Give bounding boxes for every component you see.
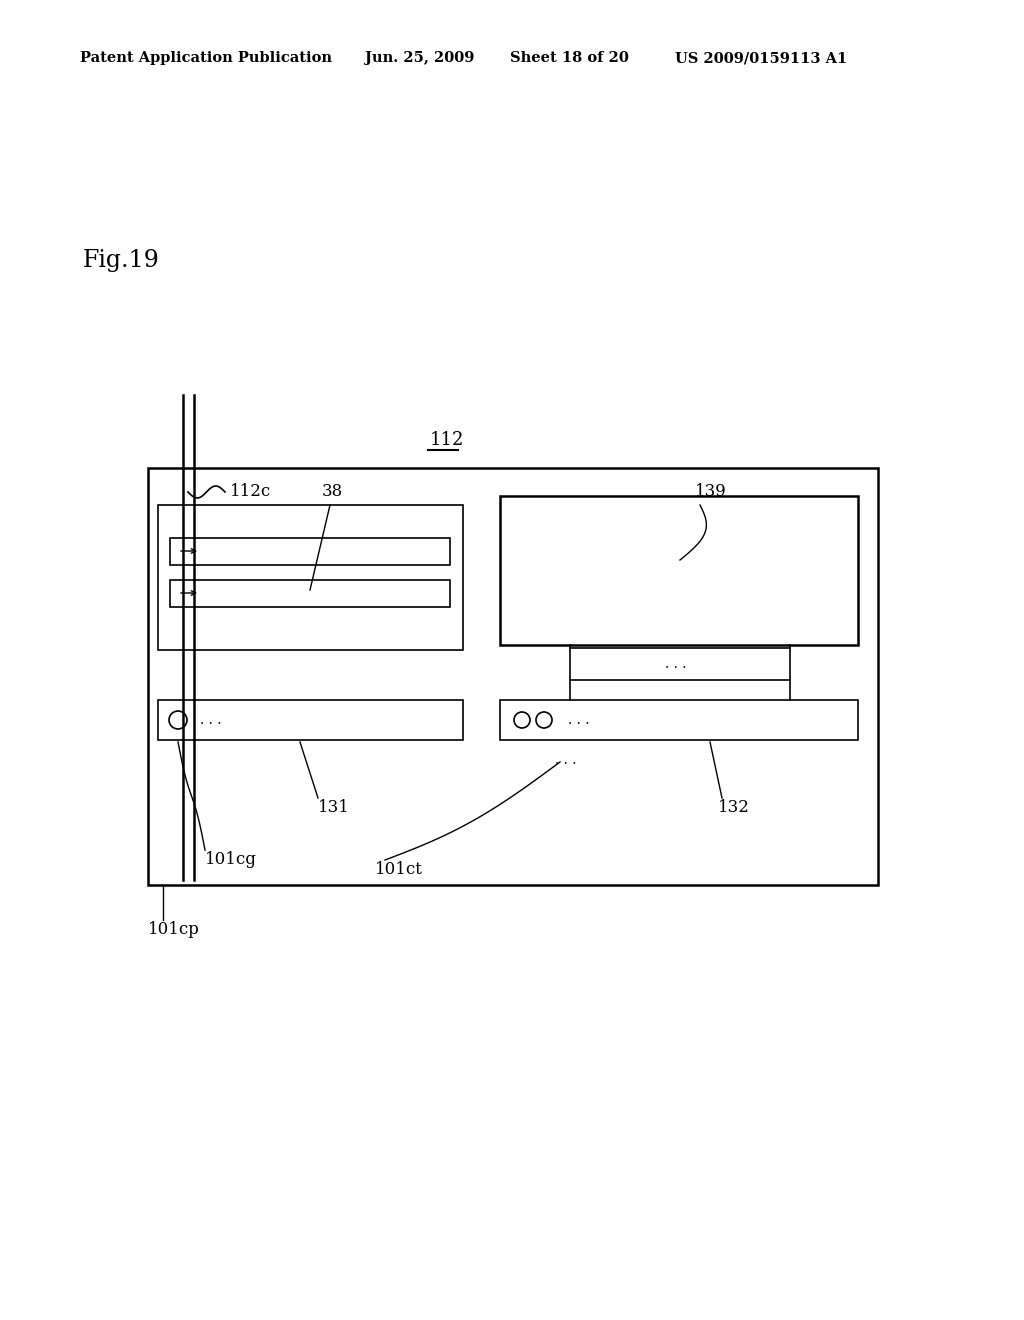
Text: Patent Application Publication: Patent Application Publication	[80, 51, 332, 65]
Text: 101cp: 101cp	[148, 921, 200, 939]
Bar	[500, 700, 858, 741]
Text: Jun. 25, 2009: Jun. 25, 2009	[365, 51, 474, 65]
Bar	[570, 648, 790, 680]
Bar	[170, 579, 450, 607]
Text: . . .: . . .	[555, 752, 577, 767]
Text: 131: 131	[318, 800, 350, 817]
Text: 112c: 112c	[230, 483, 271, 500]
Text: Sheet 18 of 20: Sheet 18 of 20	[510, 51, 629, 65]
Text: . . .: . . .	[665, 657, 686, 671]
Text: 101cg: 101cg	[205, 851, 257, 869]
Text: 101ct: 101ct	[375, 862, 423, 879]
Text: . . .: . . .	[568, 713, 590, 727]
Bar	[158, 506, 463, 649]
Bar	[170, 539, 450, 565]
Text: 38: 38	[322, 483, 343, 500]
Bar	[500, 496, 858, 645]
Text: 139: 139	[695, 483, 727, 500]
Bar	[158, 700, 463, 741]
Text: . . .: . . .	[200, 713, 221, 727]
Text: 112: 112	[430, 432, 464, 449]
Text: US 2009/0159113 A1: US 2009/0159113 A1	[675, 51, 847, 65]
Text: Fig.19: Fig.19	[83, 248, 160, 272]
Bar	[148, 469, 878, 884]
Text: 132: 132	[718, 800, 750, 817]
